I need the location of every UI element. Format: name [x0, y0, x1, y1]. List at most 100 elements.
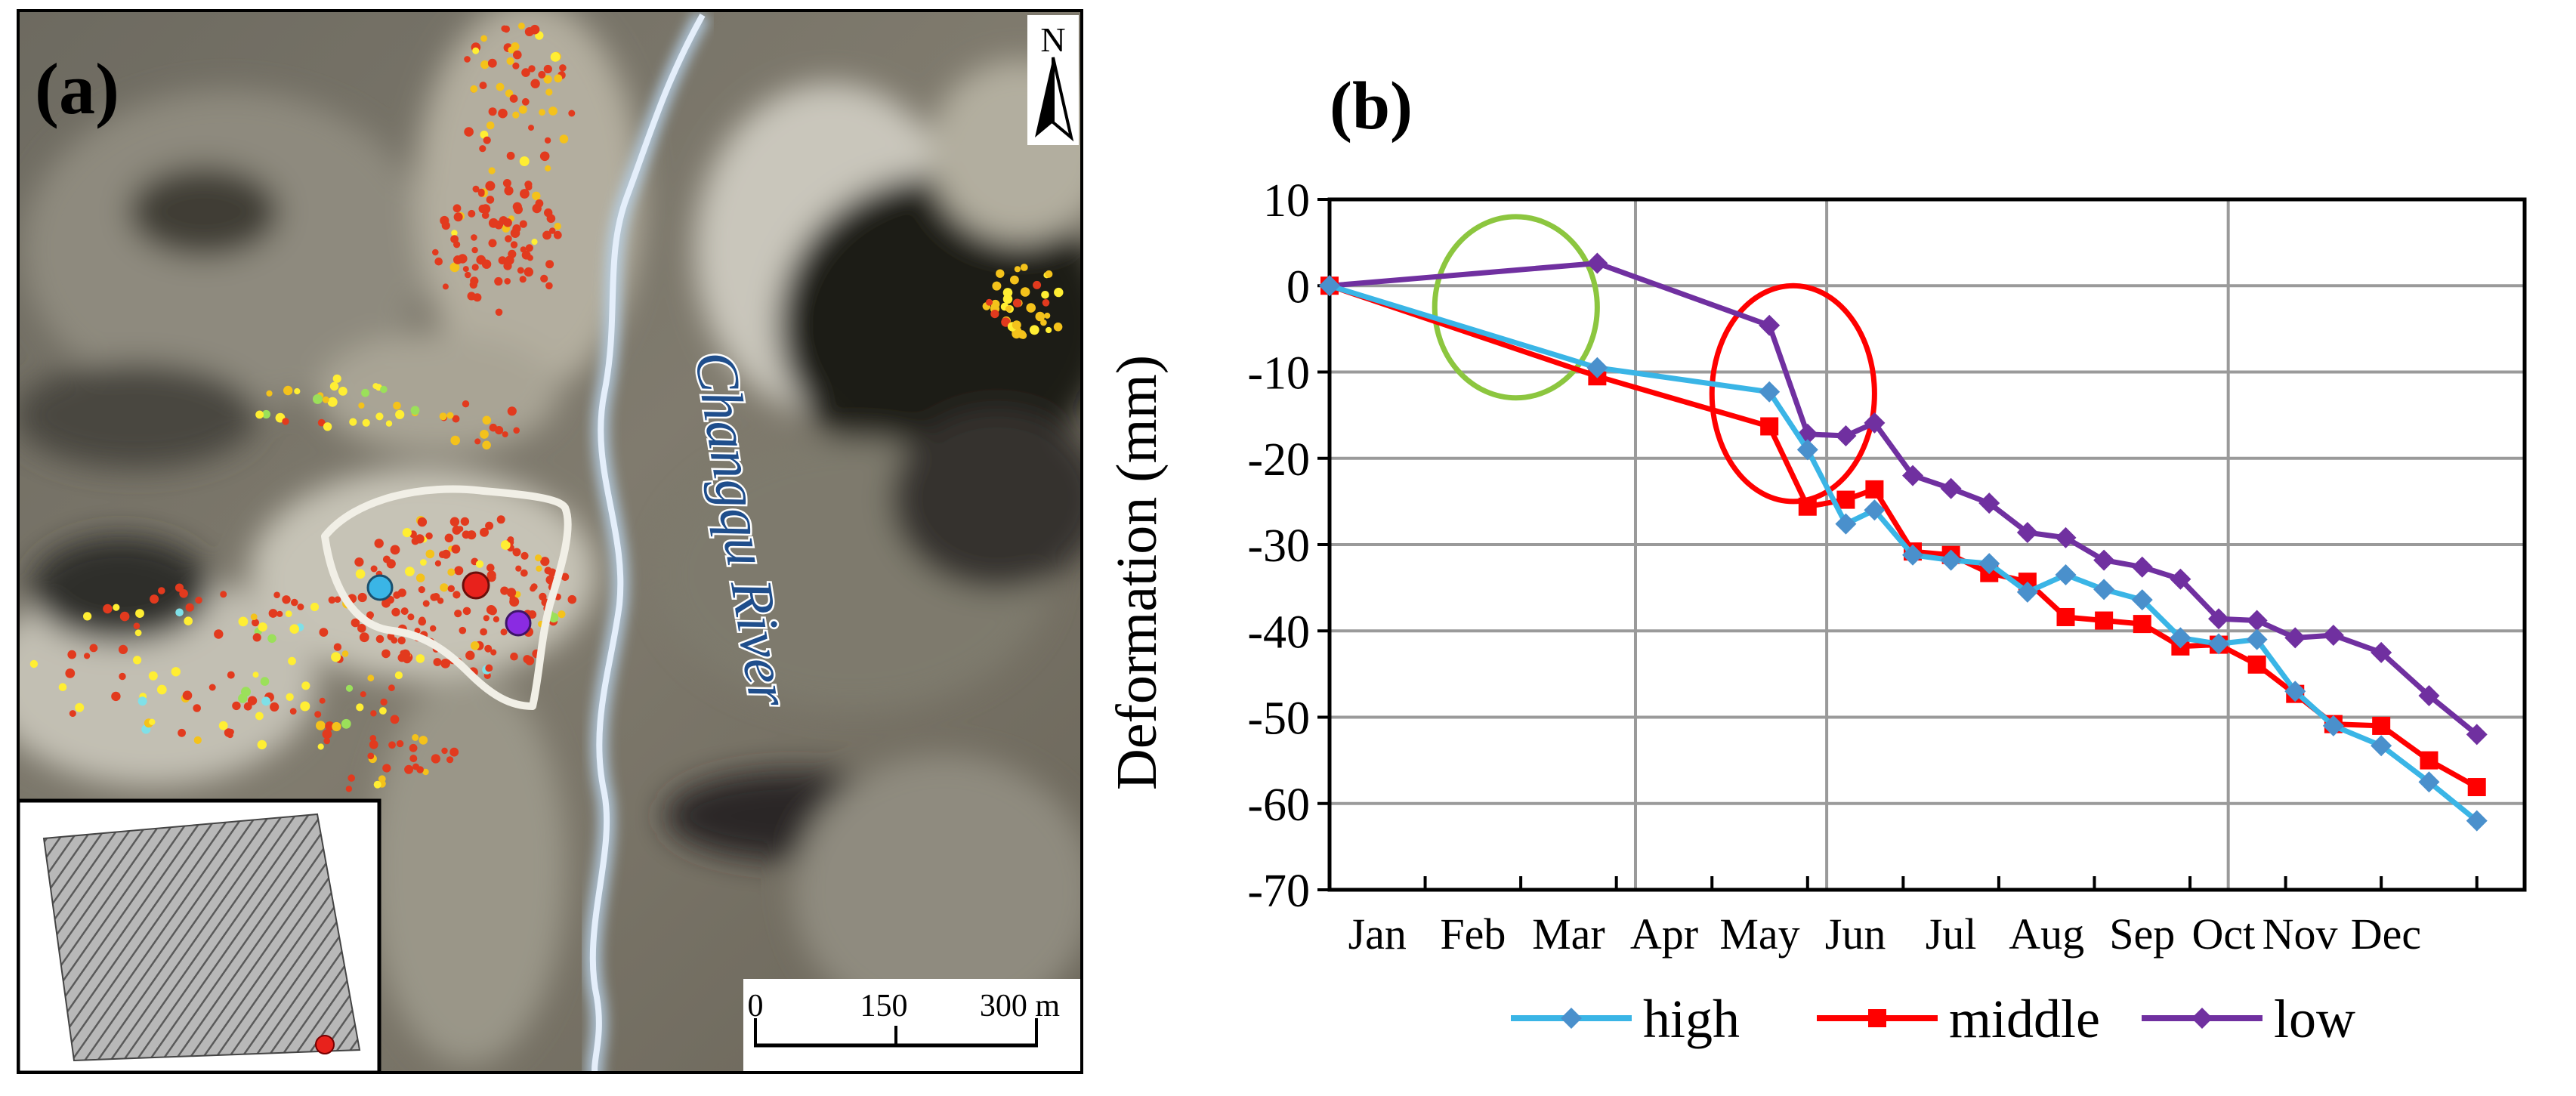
- ps-point: [322, 396, 329, 403]
- ps-point: [482, 415, 492, 425]
- ps-point: [1042, 299, 1050, 307]
- ps-point: [559, 134, 569, 144]
- ps-point: [496, 515, 505, 524]
- data-point-low: [1902, 465, 1924, 486]
- ps-point: [517, 267, 524, 274]
- ps-point: [243, 702, 252, 711]
- ps-point: [486, 121, 495, 130]
- data-point-middle: [2420, 751, 2439, 770]
- ps-point: [372, 383, 379, 390]
- ps-point: [358, 402, 365, 409]
- ps-point: [178, 728, 187, 737]
- ps-point: [156, 684, 167, 695]
- ps-point: [317, 418, 326, 427]
- ps-point: [218, 721, 228, 730]
- ps-point: [440, 215, 449, 226]
- ps-point: [397, 636, 406, 645]
- ps-point: [447, 568, 456, 576]
- ps-point: [493, 616, 500, 623]
- data-point-low: [2170, 568, 2191, 590]
- ps-point: [439, 412, 447, 421]
- ps-point: [509, 94, 518, 103]
- ps-point: [535, 199, 544, 208]
- y-tick-labels: 10 0 -10 -20 -30 -40 -50 -60 -70: [1247, 175, 1310, 917]
- ps-point: [488, 107, 497, 116]
- data-point-low: [2284, 627, 2306, 649]
- ps-point: [390, 545, 400, 555]
- ps-point: [545, 260, 554, 269]
- ps-point: [486, 570, 496, 580]
- ps-point: [504, 278, 511, 285]
- legend-item-middle: middle: [1817, 989, 2100, 1049]
- ps-point: [289, 708, 297, 715]
- ps-point: [451, 230, 458, 236]
- ps-point: [502, 179, 511, 187]
- ps-point: [227, 671, 235, 679]
- ps-point: [347, 774, 356, 782]
- ps-point: [386, 559, 396, 569]
- data-point-low: [2322, 624, 2344, 646]
- ps-point: [319, 697, 326, 704]
- ps-point: [474, 438, 481, 445]
- ps-point: [182, 690, 193, 700]
- x-tick-label: Dec: [2351, 909, 2421, 959]
- x-tick-label: May: [1719, 909, 1799, 959]
- ps-point: [483, 136, 491, 144]
- ps-point: [488, 218, 499, 228]
- ps-point: [548, 227, 556, 234]
- y-tick-label: -30: [1247, 520, 1310, 572]
- ps-point: [118, 644, 128, 655]
- ps-point: [111, 691, 121, 702]
- data-point-middle: [2467, 778, 2486, 797]
- ps-point: [1010, 275, 1019, 285]
- ps-point: [986, 298, 993, 306]
- ps-point: [419, 736, 428, 745]
- ps-point: [453, 241, 461, 249]
- legend-item-low: low: [2142, 989, 2355, 1049]
- ps-point: [530, 79, 540, 88]
- ps-point: [333, 643, 342, 651]
- ps-point: [430, 625, 437, 632]
- ps-point: [29, 659, 39, 668]
- legend-swatch-marker: [1868, 1009, 1886, 1027]
- ps-point: [418, 617, 427, 626]
- data-point-high: [2418, 771, 2440, 793]
- ps-point: [480, 430, 489, 439]
- ps-point: [452, 204, 462, 213]
- ps-point: [554, 74, 563, 83]
- ps-point: [390, 715, 400, 724]
- ps-point: [417, 517, 428, 527]
- x-tick-label: Mar: [1532, 909, 1605, 959]
- ps-point: [391, 607, 400, 617]
- ps-point: [506, 588, 517, 597]
- ps-point: [184, 616, 193, 625]
- ps-point: [193, 704, 201, 712]
- ps-point: [544, 137, 551, 144]
- x-tick-label: Apr: [1630, 909, 1698, 959]
- series-line-low: [1329, 261, 2479, 737]
- ps-point: [545, 282, 553, 290]
- ps-point: [1029, 325, 1039, 335]
- ps-point: [449, 517, 460, 526]
- chart-vertical-gridlines: [1633, 199, 2230, 890]
- data-point-low: [2418, 684, 2440, 706]
- ps-point: [89, 644, 98, 653]
- series-high: [1319, 275, 2488, 832]
- ps-point: [416, 766, 424, 773]
- ps-point: [465, 650, 475, 660]
- ps-point: [250, 613, 258, 620]
- ps-point: [431, 754, 440, 764]
- ps-point: [499, 216, 508, 225]
- low-point-marker: [505, 610, 532, 637]
- data-point-high: [1759, 381, 1781, 403]
- ps-point: [540, 557, 550, 567]
- data-point-low: [2371, 641, 2392, 663]
- ps-point: [331, 652, 341, 662]
- scale-tick-0: 0: [748, 989, 764, 1023]
- ps-point: [314, 711, 322, 718]
- ps-point: [351, 618, 360, 628]
- chart-legend: high middle low: [1511, 989, 2355, 1049]
- y-tick-label: -70: [1247, 866, 1310, 917]
- ps-point: [332, 721, 341, 732]
